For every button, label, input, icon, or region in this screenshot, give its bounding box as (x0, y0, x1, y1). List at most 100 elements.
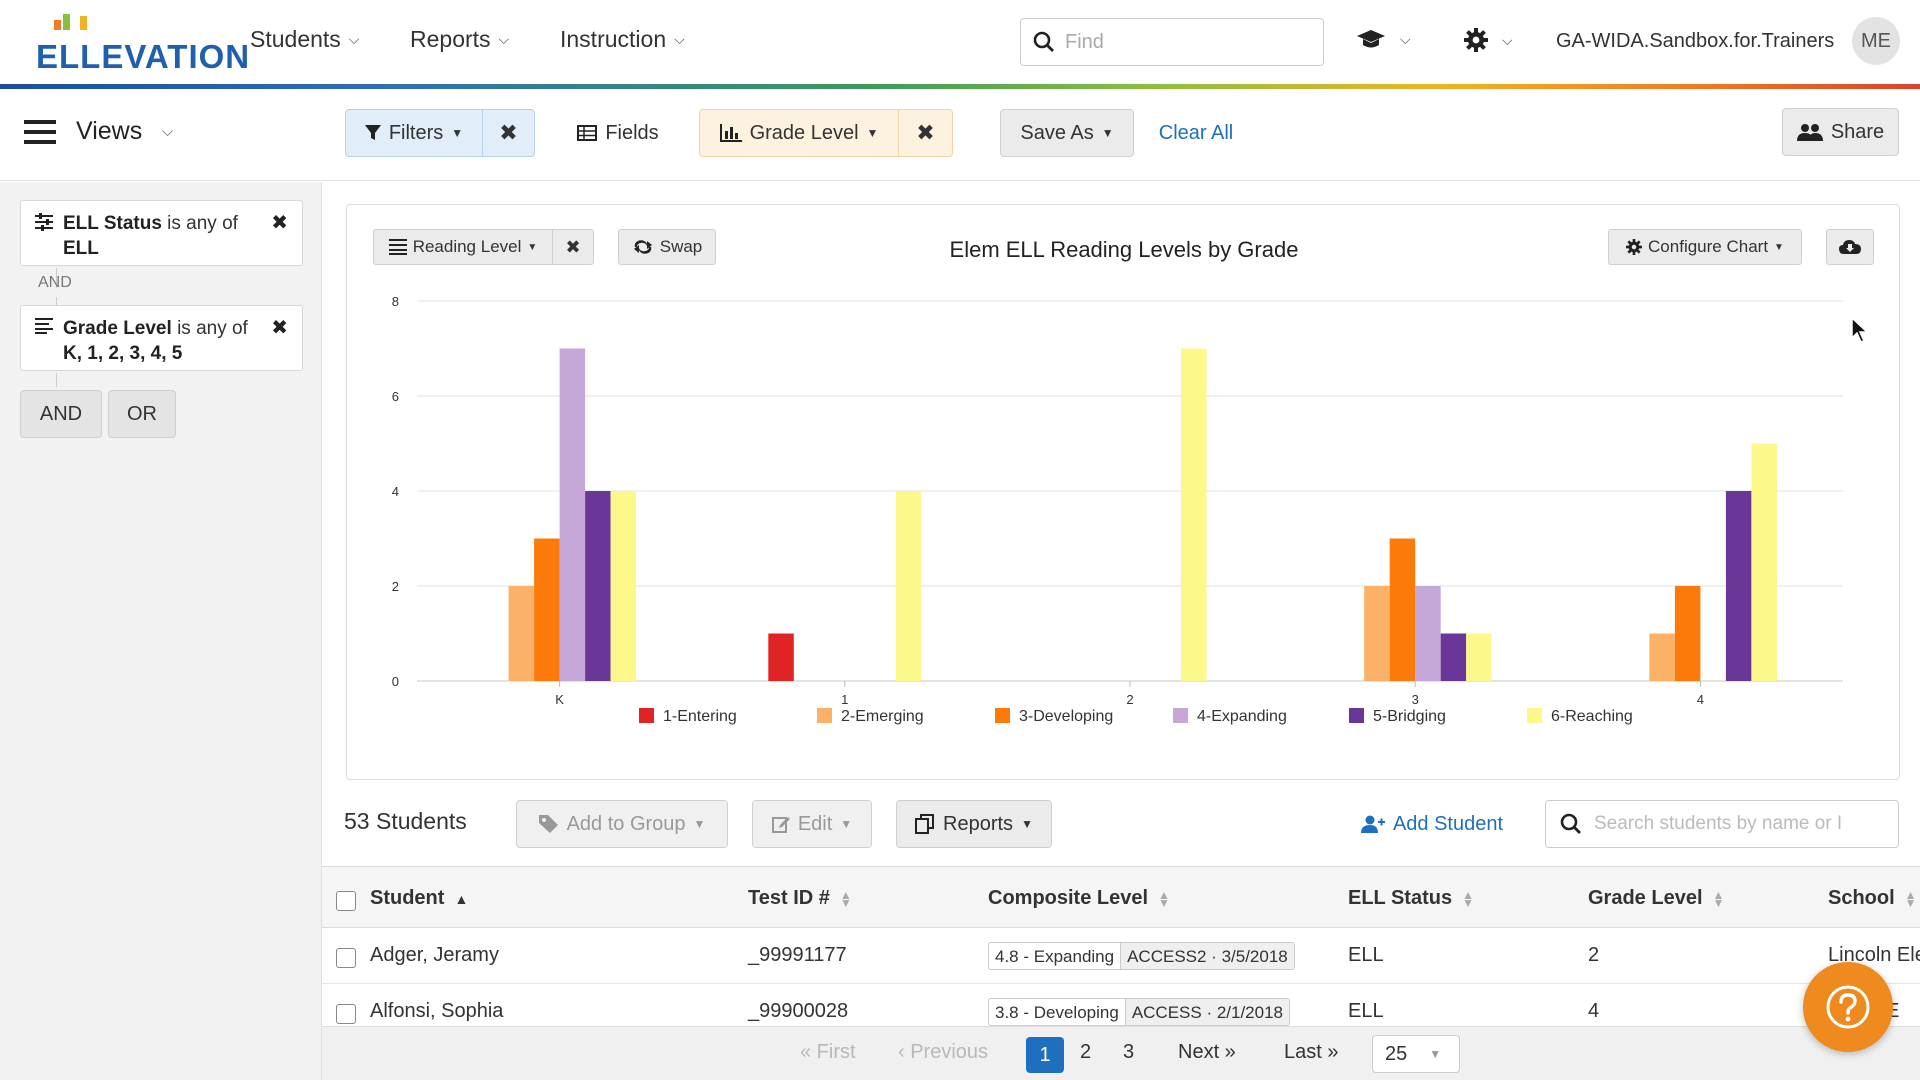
ellevation-logo[interactable]: ELLEVATION (36, 14, 249, 73)
organization-name[interactable]: GA-WIDA.Sandbox.for.Trainers (1556, 30, 1835, 52)
select-all-checkbox[interactable] (336, 891, 356, 911)
copy-document-icon (915, 814, 935, 834)
previous-page-link[interactable]: ‹ Previous (898, 1041, 989, 1063)
student-search-input[interactable] (1594, 813, 1884, 835)
close-icon: ✖ (916, 120, 935, 145)
add-to-group-label: Add to Group (566, 812, 686, 835)
settings-menu[interactable]: ⌵ (1464, 28, 1513, 52)
top-navigation-bar: ELLEVATION Students ⌵ Reports ⌵ Instruct… (0, 0, 1920, 84)
column-label: Test ID # (748, 887, 830, 909)
column-grade-level[interactable]: Grade Level ▲ ▼ (1588, 887, 1724, 910)
column-composite-level[interactable]: Composite Level ▲ ▼ (988, 887, 1170, 910)
student-search-box[interactable] (1545, 800, 1899, 848)
clear-all-link[interactable]: Clear All (1154, 109, 1238, 157)
filter-value: K, 1, 2, 3, 4, 5 (63, 343, 183, 364)
caret-down-icon: ▼ (1774, 241, 1784, 253)
bar-6-reaching (610, 491, 637, 681)
save-as-button[interactable]: Save As ▼ (1000, 109, 1134, 157)
download-chart-button[interactable] (1826, 229, 1874, 265)
column-label: Student (370, 887, 445, 909)
per-page-select[interactable]: 25 ▼ (1372, 1035, 1460, 1073)
nav-reports-label: Reports (410, 26, 491, 52)
add-student-button[interactable]: Add Student (1352, 800, 1512, 848)
reading-level-group-button[interactable]: Reading Level ▼ (373, 229, 553, 265)
edit-button[interactable]: Edit ▼ (752, 800, 872, 848)
search-icon (1033, 31, 1054, 52)
column-student[interactable]: Student ▲ (370, 887, 468, 910)
ell-status: ELL (1348, 944, 1384, 966)
fields-button[interactable]: Fields (568, 109, 668, 157)
filters-button[interactable]: Filters ▼ (345, 109, 483, 157)
nav-instruction[interactable]: Instruction ⌵ (560, 26, 685, 53)
next-page-link[interactable]: Next » (1178, 1041, 1236, 1063)
column-label: ELL Status (1348, 887, 1453, 909)
configure-chart-button[interactable]: Configure Chart ▼ (1608, 229, 1802, 265)
first-page-link[interactable]: « First (800, 1041, 856, 1063)
y-tick-label: 6 (392, 389, 399, 404)
caret-down-icon: ▼ (1101, 126, 1114, 140)
gear-icon (1464, 28, 1488, 52)
help-button[interactable] (1803, 962, 1893, 1052)
grade-level-chart-button[interactable]: Grade Level ▼ (699, 109, 899, 157)
filter-card-grade-level[interactable]: Grade Level is any of K, 1, 2, 3, 4, 5 ✖ (20, 305, 303, 371)
filter-operator: is any of (167, 213, 238, 234)
column-ell-status[interactable]: ELL Status ▲ ▼ (1348, 887, 1474, 910)
page-2-link[interactable]: 2 (1080, 1041, 1092, 1063)
remove-grade-level-chart-button[interactable]: ✖ (898, 109, 953, 157)
view-toolbar: Views ⌵ Filters ▼ ✖ Fields Grade Level ▼… (0, 89, 1920, 181)
instruction-hat-menu[interactable]: ⌵ (1356, 28, 1411, 50)
student-name[interactable]: Adger, Jeramy (370, 944, 499, 966)
swap-button[interactable]: Swap (618, 229, 716, 265)
page-1-button[interactable]: 1 (1026, 1037, 1064, 1073)
fields-label: Fields (605, 121, 659, 144)
find-search-box[interactable] (1020, 18, 1324, 66)
edit-label: Edit (797, 812, 833, 835)
remove-group-button[interactable]: ✖ (552, 229, 594, 265)
remove-filter-icon[interactable]: ✖ (271, 317, 288, 339)
add-and-condition-button[interactable]: AND (20, 390, 102, 438)
connector-line (56, 373, 57, 387)
nav-students[interactable]: Students ⌵ (250, 26, 359, 53)
nav-reports[interactable]: Reports ⌵ (410, 26, 509, 53)
filter-card-ell-status[interactable]: ELL Status is any of ELL ✖ (20, 200, 303, 266)
column-label: Composite Level (988, 887, 1149, 909)
remove-filter-icon[interactable]: ✖ (271, 212, 288, 234)
legend-label: 6-Reaching (1551, 708, 1633, 725)
find-input[interactable] (1065, 30, 1295, 54)
grade-level: 4 (1588, 1000, 1600, 1022)
funnel-icon (364, 125, 381, 140)
y-tick-label: 2 (392, 579, 399, 594)
legend-swatch (1349, 708, 1364, 723)
chevron-down-icon: ⌵ (1400, 30, 1411, 47)
search-icon (1560, 813, 1581, 834)
table-row[interactable]: Adger, Jeramy _99991177 4.8 - Expanding … (322, 928, 1920, 984)
filter-join-label: AND (38, 274, 72, 291)
list-icon (35, 318, 53, 334)
row-checkbox[interactable] (336, 1004, 356, 1024)
reports-button[interactable]: Reports ▼ (896, 800, 1052, 848)
clear-filters-button[interactable]: ✖ (482, 109, 535, 157)
share-button[interactable]: Share (1782, 108, 1899, 156)
student-count: 53 Students (344, 808, 467, 834)
row-checkbox[interactable] (336, 948, 356, 968)
last-page-link[interactable]: Last » (1284, 1041, 1339, 1063)
x-tick-label: 4 (1697, 692, 1704, 707)
column-test-id[interactable]: Test ID # ▲ ▼ (748, 887, 852, 910)
page-3-link[interactable]: 3 (1123, 1041, 1135, 1063)
bar-6-reaching (1181, 348, 1207, 681)
column-label: School (1828, 887, 1895, 909)
bar-6-reaching (1466, 633, 1492, 681)
add-or-condition-button[interactable]: OR (108, 390, 176, 438)
connector-line (56, 268, 57, 288)
add-to-group-button[interactable]: Add to Group ▼ (516, 800, 728, 848)
student-name[interactable]: Alfonsi, Sophia (370, 1000, 504, 1022)
close-icon: ✖ (499, 120, 518, 145)
column-school[interactable]: School ▲ ▼ (1828, 887, 1917, 910)
add-student-label: Add Student (1392, 812, 1504, 835)
user-avatar[interactable]: ME (1852, 17, 1900, 65)
bar-6-reaching (895, 491, 922, 681)
chart-title: Elem ELL Reading Levels by Grade (949, 237, 1299, 262)
bar-5-bridging (585, 491, 611, 681)
y-tick-label: 4 (392, 484, 399, 499)
views-menu[interactable]: Views ⌵ (24, 117, 173, 146)
